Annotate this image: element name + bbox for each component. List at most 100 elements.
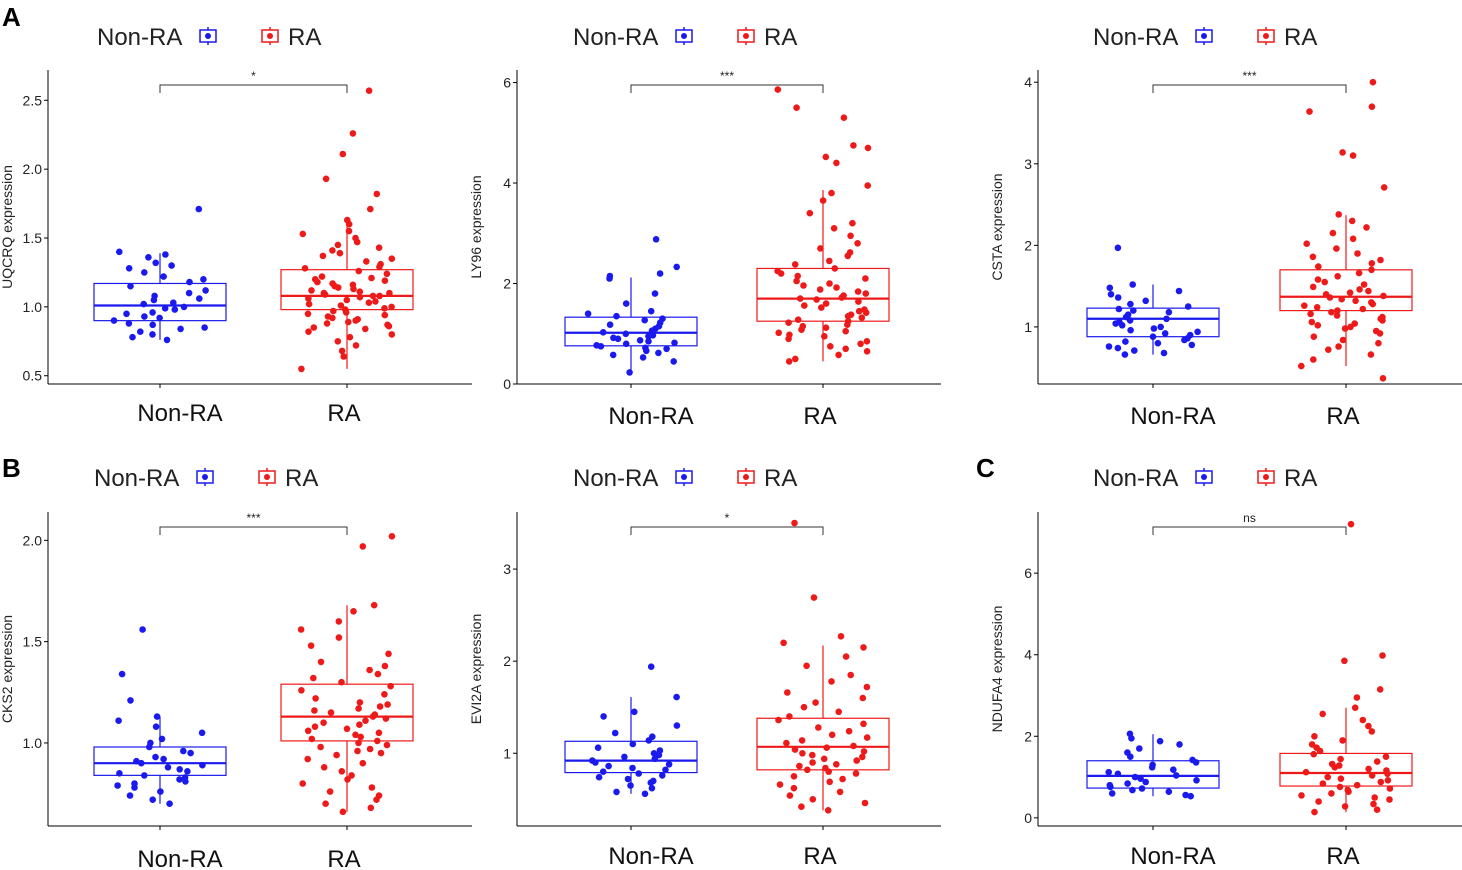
- data-point: [1379, 375, 1387, 382]
- data-point: [357, 733, 365, 741]
- data-point: [671, 339, 678, 347]
- box-iqr: [1086, 760, 1220, 789]
- data-point: [1129, 786, 1136, 794]
- data-point: [622, 300, 630, 307]
- y-tick-label: 3: [1024, 156, 1032, 172]
- legend-label-ra: RA: [285, 465, 318, 492]
- data-point: [1349, 152, 1357, 159]
- data-point: [611, 729, 619, 737]
- legend-key-dot-non-ra: [202, 474, 208, 480]
- data-point: [1380, 292, 1387, 300]
- data-point: [1386, 796, 1393, 803]
- data-point: [339, 808, 347, 816]
- data-point: [146, 743, 153, 751]
- data-point: [374, 737, 381, 745]
- x-category-label: RA: [327, 400, 360, 427]
- data-point: [149, 321, 156, 329]
- data-point: [127, 697, 134, 704]
- data-point: [785, 335, 792, 343]
- x-category-label: Non-RA: [608, 403, 693, 430]
- data-point: [1150, 325, 1158, 332]
- data-point: [599, 329, 607, 336]
- data-point: [636, 337, 644, 344]
- data-point: [854, 288, 862, 295]
- data-point: [1341, 657, 1348, 665]
- data-point: [860, 748, 868, 755]
- legend-key-dot-ra: [264, 474, 270, 480]
- legend-label-ra: RA: [1284, 465, 1317, 492]
- data-point: [798, 326, 805, 334]
- data-point: [855, 307, 863, 315]
- data-point: [1114, 770, 1122, 778]
- data-point: [1353, 694, 1361, 701]
- data-point: [606, 275, 613, 282]
- x-category-label: RA: [803, 843, 836, 870]
- data-point: [381, 277, 389, 285]
- data-point: [1345, 788, 1352, 795]
- data-point: [176, 766, 183, 773]
- y-axis-label: EVI2A expression: [468, 614, 484, 725]
- data-point: [163, 336, 171, 344]
- data-point: [1310, 356, 1317, 363]
- data-point: [786, 792, 794, 799]
- data-point: [1127, 300, 1134, 308]
- data-point: [1368, 728, 1376, 735]
- data-point: [1359, 305, 1367, 313]
- data-point: [809, 796, 817, 803]
- data-point: [1148, 764, 1156, 771]
- data-point: [356, 721, 363, 728]
- data-point: [1128, 735, 1135, 742]
- data-point: [338, 768, 346, 775]
- data-point: [1127, 326, 1134, 334]
- data-point: [202, 287, 209, 294]
- data-point: [1316, 747, 1324, 755]
- data-point: [317, 743, 324, 751]
- data-point: [355, 267, 363, 275]
- data-point: [138, 759, 145, 767]
- data-point: [826, 778, 833, 786]
- data-point: [1336, 783, 1344, 791]
- data-point: [149, 796, 156, 803]
- data-point: [812, 699, 819, 706]
- data-point: [1315, 798, 1322, 805]
- data-point: [1315, 263, 1322, 270]
- data-point: [344, 776, 351, 783]
- data-point: [863, 348, 871, 355]
- y-tick-label: 4: [1024, 74, 1032, 90]
- data-point: [338, 678, 345, 686]
- data-point: [314, 278, 321, 286]
- data-point: [1351, 704, 1359, 711]
- legend-label-non-ra: Non-RA: [97, 24, 182, 51]
- data-point: [838, 294, 846, 301]
- data-point: [835, 351, 842, 359]
- data-point: [854, 240, 861, 247]
- legend-key-dot-non-ra: [681, 33, 687, 39]
- data-point: [310, 324, 318, 331]
- y-tick-label: 1.0: [23, 299, 43, 315]
- data-point: [352, 342, 360, 349]
- data-point: [793, 277, 800, 285]
- data-point: [1154, 339, 1162, 347]
- y-axis-label: UQCRQ expression: [0, 165, 15, 289]
- data-point: [125, 265, 133, 272]
- data-point: [819, 197, 827, 204]
- data-point: [141, 313, 148, 320]
- data-point: [383, 270, 391, 278]
- data-point: [160, 273, 167, 280]
- x-category-label: Non-RA: [608, 843, 693, 870]
- data-point: [614, 335, 622, 343]
- data-point: [304, 755, 312, 763]
- data-point: [1375, 339, 1382, 347]
- legend: Non-RA RA: [1093, 465, 1317, 492]
- data-point: [161, 305, 169, 312]
- x-category-label: Non-RA: [1130, 403, 1215, 430]
- data-point: [126, 792, 134, 799]
- data-point: [1321, 278, 1328, 286]
- data-point: [809, 759, 816, 766]
- data-point: [1114, 344, 1122, 352]
- data-point: [1127, 753, 1134, 760]
- legend: Non-RA RA: [573, 465, 797, 492]
- data-point: [1303, 240, 1310, 247]
- data-point: [1365, 287, 1372, 295]
- data-point: [777, 270, 785, 277]
